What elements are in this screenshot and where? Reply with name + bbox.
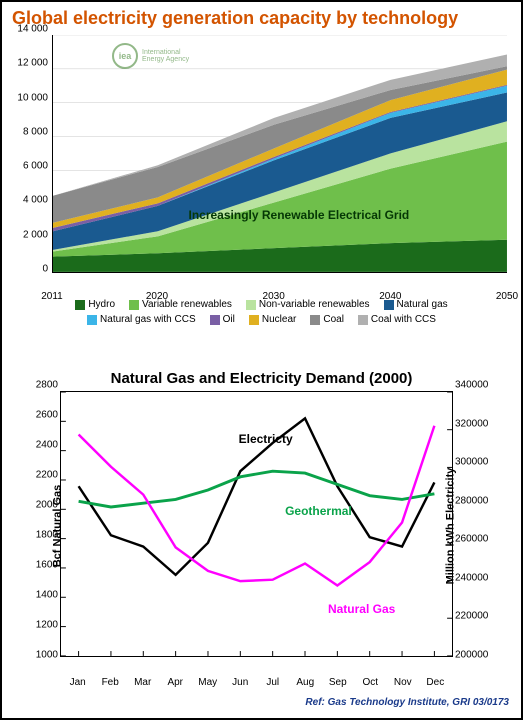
chart2-ylabel-left: Bcf Natural Gas [51,485,63,568]
chart1-yticks: 02 0004 0006 0008 00010 00012 00014 000 [12,29,50,269]
legend-item: Hydro [75,299,115,310]
demand-chart: Natural Gas and Electricity Demand (2000… [2,362,521,712]
chart1-title: Global electricity generation capacity b… [12,8,511,29]
series-label: Geothermal [285,504,352,518]
chart2-plot-area: 1000120014001600180020002200240026002800… [60,391,453,661]
iea-logo: iea International Energy Agency [112,43,189,69]
iea-circle-icon: iea [112,43,138,69]
legend-item: Coal with CCS [358,314,436,325]
legend-item: Nuclear [249,314,296,325]
series-label: Natural Gas [328,602,395,616]
legend-item: Variable renewables [129,299,232,310]
chart1-legend: HydroVariable renewablesNon-variable ren… [12,299,511,325]
chart2-ylabel-right: Million kWh Electricity [445,468,457,585]
series-label: Electricty [239,432,293,446]
legend-item: Oil [210,314,235,325]
legend-item: Natural gas with CCS [87,314,196,325]
chart2-yticks-right: 2000002200002400002600002800003000003200… [455,385,499,655]
chart2-title: Natural Gas and Electricity Demand (2000… [12,370,511,387]
iea-text: International Energy Agency [142,49,189,63]
chart1-plot-area: TW iea International Energy Agency Incre… [52,35,507,275]
chart2-reference: Ref: Gas Technology Institute, GRI 03/01… [305,697,509,708]
chart1-annotation: Increasingly Renewable Electrical Grid [189,208,410,222]
capacity-chart: Global electricity generation capacity b… [2,2,521,362]
legend-item: Coal [310,314,344,325]
chart1-svg [52,35,507,273]
